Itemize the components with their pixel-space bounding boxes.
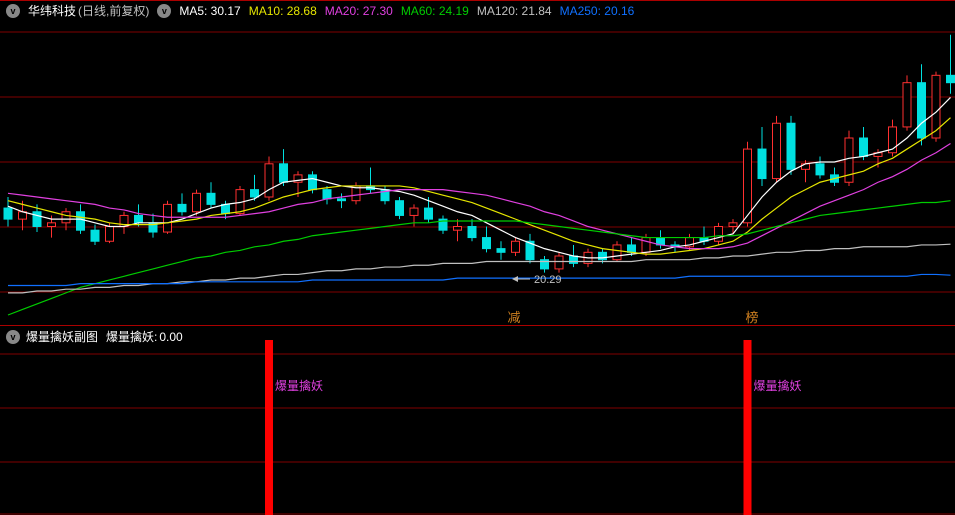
stock-name: 华纬科技 — [28, 2, 76, 19]
ma-indicator-list: MA5: 30.17 MA10: 28.68 MA20: 27.30 MA60: 24… — [179, 4, 642, 18]
collapse-icon[interactable]: v — [6, 4, 20, 18]
svg-text:20.29: 20.29 — [534, 274, 562, 286]
sub-indicator-chart[interactable]: 爆量擒妖 爆量擒妖 — [0, 325, 955, 515]
signal-label: 爆量擒妖 — [754, 378, 802, 393]
ma-indicator: MA250: 20.16 — [560, 4, 635, 18]
sub-collapse-icon[interactable]: v — [6, 330, 20, 344]
ma-indicator: MA20: 27.30 — [325, 4, 393, 18]
main-chart-header: v 华纬科技 (日线,前复权) v MA5: 30.17MA10: 28.68M… — [6, 2, 642, 19]
svg-text:减: 减 — [507, 310, 520, 325]
period-label: (日线,前复权) — [78, 2, 149, 19]
signal-bar — [744, 340, 752, 515]
ma-indicator: MA10: 28.68 — [249, 4, 317, 18]
main-candlestick-chart[interactable]: 20.29 减 榜 — [0, 0, 955, 325]
ma-indicator: MA5: 30.17 — [179, 4, 240, 18]
signal-bar — [265, 340, 273, 515]
sub-value: 0.00 — [159, 330, 182, 344]
sub-chart-title: 爆量擒妖副图 — [26, 328, 98, 345]
ma-indicator: MA60: 24.19 — [401, 4, 469, 18]
sub-chart-header: v 爆量擒妖副图 爆量擒妖: 0.00 — [6, 328, 183, 345]
ma-indicator: MA120: 21.84 — [477, 4, 552, 18]
sub-value-label: 爆量擒妖: — [106, 328, 157, 345]
svg-text:榜: 榜 — [745, 310, 758, 325]
expand-icon[interactable]: v — [157, 4, 171, 18]
signal-label: 爆量擒妖 — [275, 378, 323, 393]
